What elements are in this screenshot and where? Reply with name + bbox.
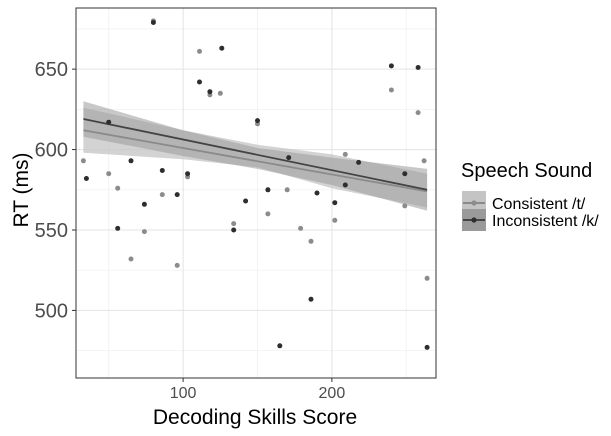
data-point-consistent: [106, 171, 112, 177]
data-point-consistent: [308, 238, 314, 244]
data-point-consistent: [284, 187, 290, 193]
data-point-inconsistent: [115, 225, 121, 231]
plot-area: [76, 8, 436, 378]
data-point-inconsistent: [286, 155, 292, 161]
data-point-consistent: [424, 275, 430, 281]
data-point-inconsistent: [219, 45, 225, 51]
data-point-inconsistent: [243, 198, 249, 204]
data-point-consistent: [402, 203, 408, 209]
axes: 100 200 500 550 600 650: [35, 7, 437, 402]
legend-title: Speech Sound: [461, 160, 592, 182]
data-point-consistent: [421, 158, 427, 164]
data-point-consistent: [388, 87, 394, 93]
y-tick-label: 600: [35, 140, 68, 162]
data-point-consistent: [159, 192, 165, 198]
data-point-inconsistent: [185, 171, 191, 177]
data-point-consistent: [298, 225, 304, 231]
data-point-consistent: [265, 211, 271, 217]
data-point-consistent: [197, 48, 202, 54]
data-point-inconsistent: [308, 296, 314, 302]
data-point-inconsistent: [159, 168, 165, 173]
legend-item-consistent: Consistent /t/: [462, 191, 586, 215]
data-point-consistent: [174, 262, 180, 268]
y-axis-label: RT (ms): [10, 152, 33, 227]
data-point-inconsistent: [207, 89, 213, 95]
data-point-inconsistent: [342, 182, 348, 188]
data-point-consistent: [128, 256, 134, 262]
data-point-inconsistent: [277, 343, 283, 349]
data-point-inconsistent: [415, 65, 421, 70]
data-point-inconsistent: [356, 159, 362, 165]
data-point-consistent: [342, 151, 348, 157]
x-tick-label: 100: [170, 385, 197, 402]
trend-line-consistent: [83, 129, 428, 193]
legend-key-consistent-point: [471, 200, 477, 206]
trend-line-inconsistent: [83, 118, 428, 191]
x-axis-label: Decoding Skills Score: [153, 406, 357, 429]
data-point-consistent: [217, 90, 223, 96]
data-point-inconsistent: [332, 200, 338, 206]
data-point-consistent: [80, 158, 86, 164]
data-point-inconsistent: [402, 171, 408, 177]
data-point-consistent: [332, 217, 338, 223]
data-point-inconsistent: [174, 192, 180, 198]
data-point-inconsistent: [197, 79, 202, 85]
data-point-inconsistent: [150, 20, 156, 25]
y-tick-label: 550: [35, 220, 68, 242]
plot-border: [75, 7, 437, 379]
data-point-inconsistent: [314, 190, 320, 196]
data-point-inconsistent: [106, 119, 112, 125]
y-tick-label: 650: [35, 59, 68, 81]
data-point-inconsistent: [128, 158, 134, 164]
data-point-inconsistent: [255, 118, 260, 124]
x-tick-label: 200: [319, 385, 346, 402]
legend-key-inconsistent-point: [471, 217, 477, 223]
y-tick-label: 500: [35, 300, 68, 322]
data-point-inconsistent: [231, 227, 237, 233]
data-point-consistent: [141, 229, 147, 235]
confidence-band-inconsistent: [83, 101, 428, 211]
legend: Speech Sound Consistent /t/ Inconsistent…: [461, 160, 599, 231]
data-point-consistent: [415, 110, 421, 116]
legend-label-consistent: Consistent /t/: [492, 196, 586, 213]
data-point-inconsistent: [83, 176, 89, 181]
data-point-inconsistent: [424, 344, 430, 350]
legend-label-inconsistent: Inconsistent /k/: [492, 213, 599, 230]
data-point-consistent: [115, 185, 121, 191]
data-point-inconsistent: [265, 187, 271, 193]
data-point-inconsistent: [141, 201, 147, 207]
legend-item-inconsistent: Inconsistent /k/: [462, 209, 599, 231]
data-point-consistent: [231, 221, 237, 227]
data-point-inconsistent: [388, 63, 394, 69]
